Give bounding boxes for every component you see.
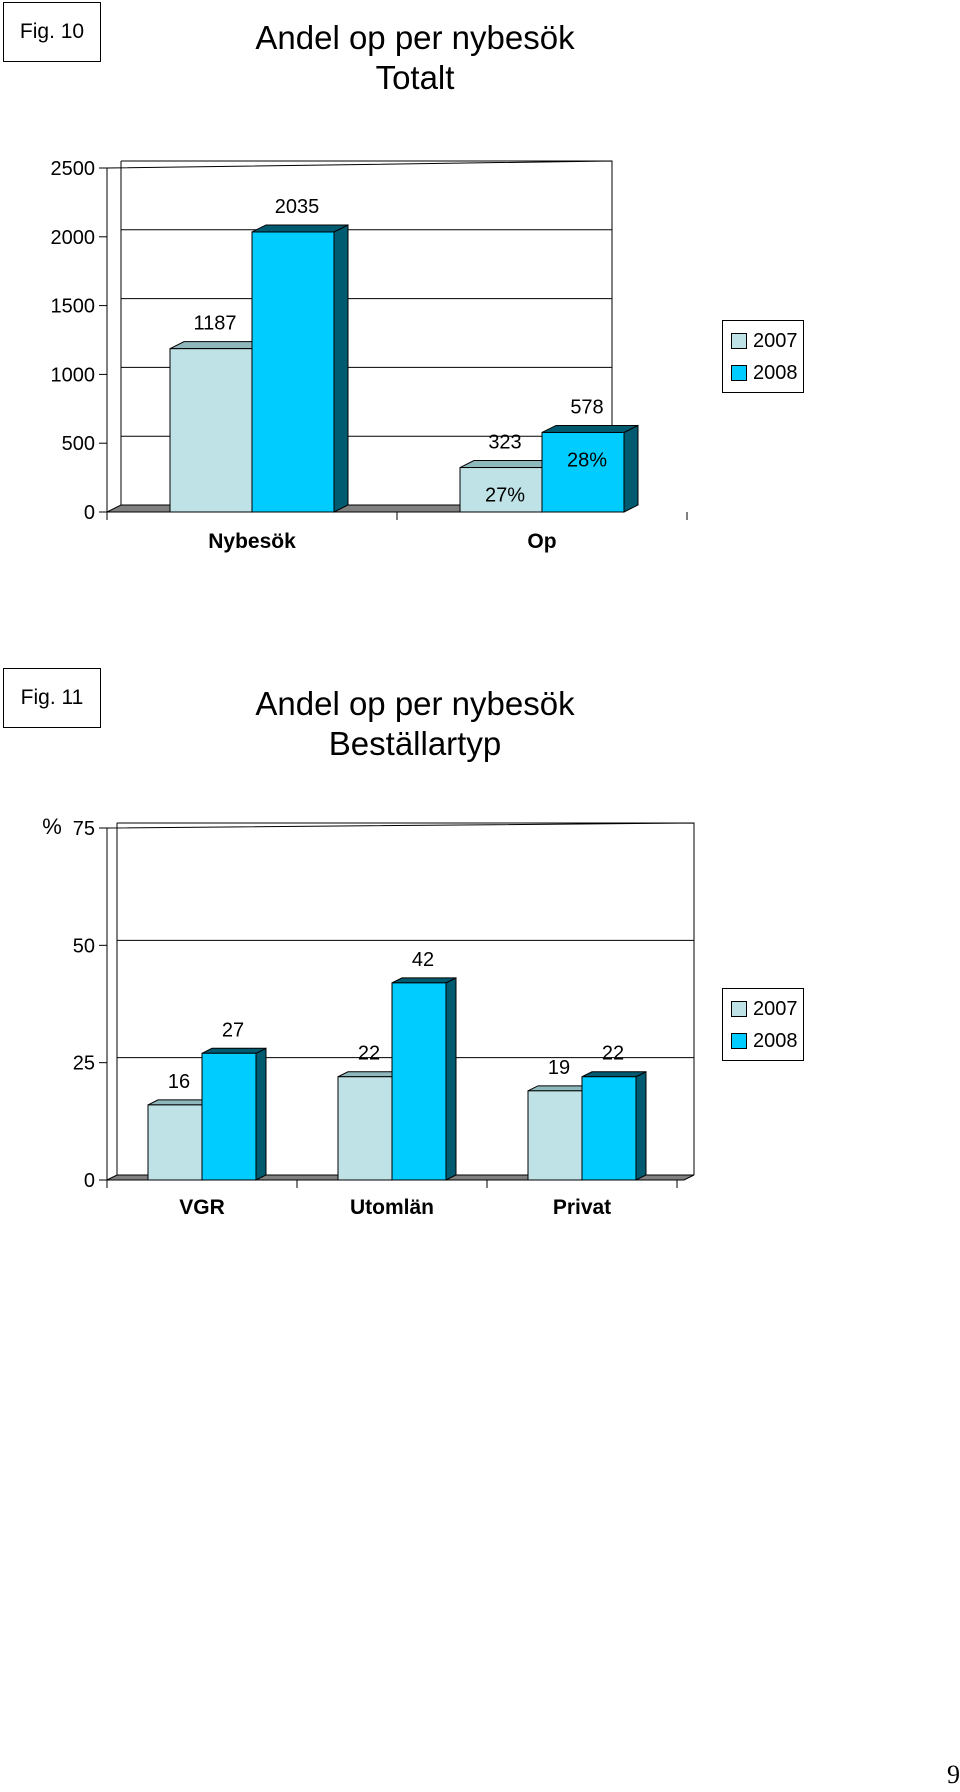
bar-side [255,1047,267,1181]
data-label: 16 [168,1071,190,1093]
y-tick-label: 500 [62,433,95,455]
legend-item-2008: 2008 [731,357,799,389]
bar-top [391,977,457,984]
data-label: 42 [412,949,434,971]
legend-swatch-2007 [731,1001,747,1017]
y-tick-label: 1500 [51,296,96,318]
bar-top [541,424,639,433]
legend: 2007 2008 [722,320,804,393]
data-label: 1187 [193,313,236,335]
pct-label: 28% [567,449,607,471]
data-label: 323 [488,432,521,454]
bar-side [333,224,349,513]
legend-label-2008: 2008 [753,1029,798,1052]
bar-top [201,1047,267,1054]
legend-label-2007: 2007 [753,997,798,1020]
bar [337,1076,393,1181]
fig-label: Fig. 11 [3,668,101,728]
y-tick-label: 2500 [51,158,96,180]
legend-label-2007: 2007 [753,329,798,352]
legend-swatch-2008 [731,365,747,381]
y-tick-label: 1000 [51,364,96,386]
data-label: 27 [222,1019,244,1041]
chart-fig10: 0 500 1000 1500 2000 2500 1187 2035 Nybesök 323 27… [51,158,688,553]
bar-side [635,1070,647,1181]
bar-side [623,424,639,513]
chart-fig11: 0 25 50 75% 16 27 VGR 22 42 Utomlän 19 22 Privat [42,814,695,1219]
y-tick-label: 0 [84,502,95,524]
bar [201,1052,257,1181]
x-tick-label: VGR [179,1196,225,1219]
x-tick-label: Privat [553,1196,611,1219]
bar [147,1104,203,1181]
chart-title: Andel op per nybesök Beställartyp [200,684,630,764]
bar [581,1076,637,1181]
page-number: 9 [947,1760,960,1789]
y-tick-label: 25 [73,1053,95,1075]
data-label: 19 [548,1057,570,1079]
y-tick-label: 50 [73,935,95,957]
x-tick-label: Op [527,530,556,553]
y-tick-label: 75 [73,818,95,840]
chart-subtitle: Beställartyp [328,725,502,762]
legend-item-2007: 2007 [731,325,799,357]
bar [169,348,253,513]
chart-title-line1: Andel op per nybesök [255,685,575,722]
data-label: 578 [570,396,603,418]
chart-title-line1: Andel op per nybesök [255,19,575,56]
legend-item-2007: 2007 [731,993,799,1025]
legend-swatch-2007 [731,333,747,349]
y-tick-label: 0 [84,1170,95,1192]
data-label: 2035 [275,196,320,218]
bar [541,431,625,513]
legend-item-2008: 2008 [731,1025,799,1057]
chart-subtitle: Totalt [375,59,455,96]
pct-label: 27% [485,485,525,507]
data-label: 22 [358,1043,380,1065]
y-axis-label: % [42,814,62,839]
legend-swatch-2008 [731,1033,747,1049]
y-tick-label: 2000 [51,227,96,249]
bar-top [581,1071,647,1078]
fig-label: Fig. 10 [3,2,101,62]
legend: 2007 2008 [722,988,804,1061]
bar [391,982,447,1181]
bar-top [251,224,349,233]
data-label: 22 [602,1043,624,1065]
x-tick-label: Nybesök [208,530,296,553]
bar-side [445,977,457,1181]
chart-title: Andel op per nybesök Totalt [200,18,630,98]
bar [527,1090,583,1181]
legend-label-2008: 2008 [753,361,798,384]
x-tick-label: Utomlän [350,1196,434,1219]
bar [251,231,335,513]
